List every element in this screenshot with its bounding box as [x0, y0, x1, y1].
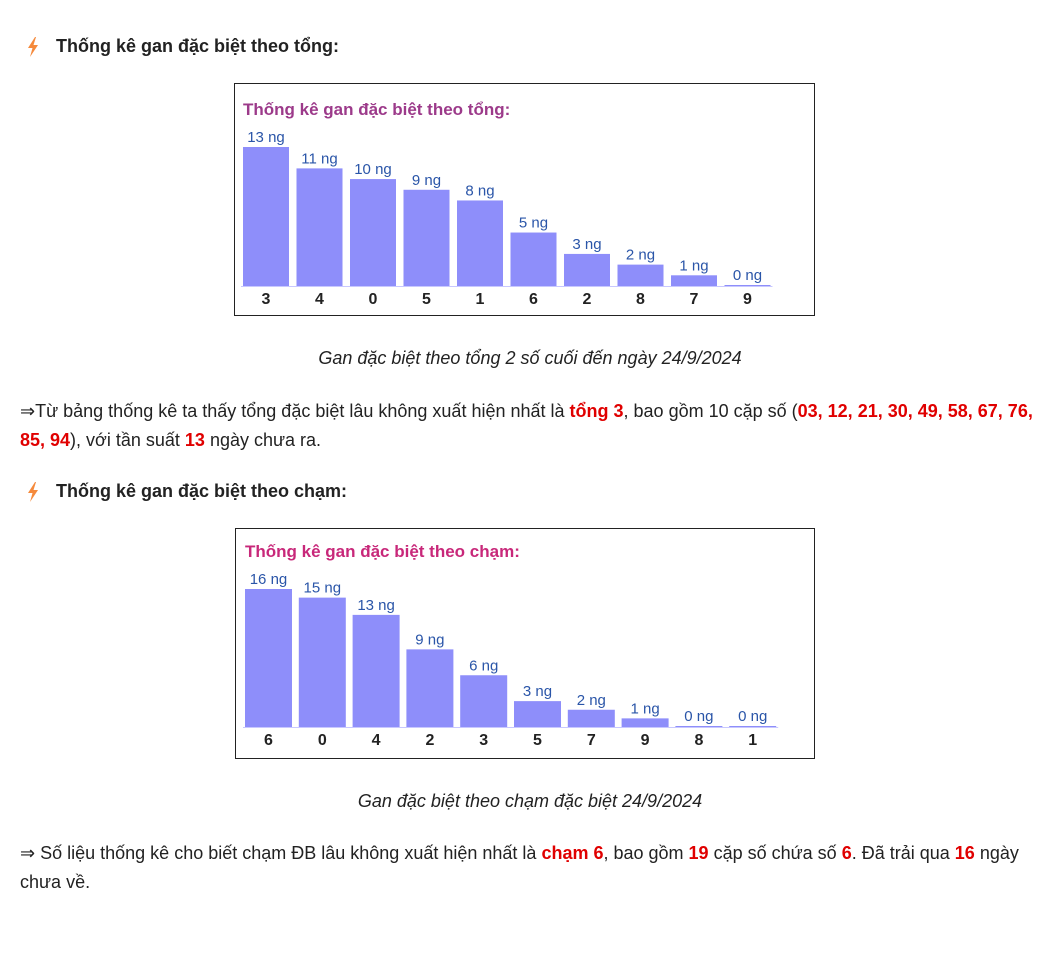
chart2-svg: Thống kê gan đặc biệt theo chạm: 16 ng61… [243, 542, 779, 749]
paragraph-text: ngày chưa ra. [204, 430, 322, 450]
category-label: 3 [262, 291, 271, 308]
bar-0 [298, 597, 346, 727]
category-label: 5 [533, 732, 542, 749]
bar-4 [352, 614, 400, 727]
bar-value-label: 9 ng [412, 172, 441, 189]
bar-7 [671, 275, 717, 286]
bar-7 [567, 709, 615, 727]
chart-gan-theo-tong: Thống kê gan đặc biệt theo tổng: 13 ng 3 1… [234, 83, 815, 316]
category-label: 7 [690, 291, 699, 308]
bar-8 [675, 726, 723, 727]
bar-3 [243, 147, 289, 286]
category-label: 8 [694, 732, 703, 749]
bar-value-label: 9 ng [415, 631, 444, 648]
chart-title: Thống kê gan đặc biệt theo chạm: [245, 542, 520, 561]
bar-1 [729, 726, 777, 727]
paragraph-text: ), với tần suất [70, 430, 185, 450]
category-label: 9 [743, 291, 752, 308]
section-heading-cham: Thống kê gan đặc biệt theo chạm: [26, 481, 347, 502]
paragraph-text: Từ bảng thống kê ta thấy tổng đặc biệt l… [35, 401, 570, 421]
bar-value-label: 1 ng [679, 257, 708, 274]
section-heading-text: Thống kê gan đặc biệt theo tổng: [56, 36, 339, 56]
paragraph-text: Số liệu thống kê cho biết chạm ĐB lâu kh… [35, 843, 542, 863]
bar-value-label: 13 ng [247, 129, 285, 146]
category-label: 2 [583, 291, 592, 308]
bar-5 [403, 189, 450, 286]
bar-value-label: 5 ng [519, 215, 548, 232]
bar-4 [296, 168, 343, 286]
category-label: 8 [636, 291, 645, 308]
bar-9 [724, 285, 771, 286]
bar-value-label: 6 ng [469, 657, 498, 674]
category-label: 9 [641, 732, 650, 749]
bar-value-label: 0 ng [684, 708, 713, 725]
highlight-cham: chạm 6 [541, 843, 604, 863]
category-label: 4 [315, 291, 324, 308]
bar-value-label: 0 ng [738, 708, 767, 725]
chart-title: Thống kê gan đặc biệt theo tổng: [243, 100, 510, 119]
bar-1 [457, 200, 503, 286]
arrow-symbol: ⇒ [20, 401, 36, 421]
paragraph-text: cặp số chứa số [708, 843, 842, 863]
category-label: 7 [587, 732, 596, 749]
category-label: 6 [529, 291, 538, 308]
category-label: 5 [422, 291, 431, 308]
bar-9 [621, 718, 669, 727]
paragraph-text: , bao gồm [603, 843, 689, 863]
section-heading-tong: Thống kê gan đặc biệt theo tổng: [26, 36, 339, 57]
lightning-icon [28, 481, 38, 502]
bar-6 [510, 232, 557, 286]
category-label: 0 [318, 732, 327, 749]
bar-value-label: 3 ng [572, 236, 601, 253]
highlight-days: 16 [954, 843, 975, 863]
category-label: 3 [479, 732, 488, 749]
bar-value-label: 8 ng [465, 182, 494, 199]
highlight-pairs-count: 19 [688, 843, 709, 863]
paragraph-cham: ⇒ Số liệu thống kê cho biết chạm ĐB lâu … [20, 839, 1035, 897]
bar-value-label: 11 ng [301, 150, 337, 167]
bar-value-label: 2 ng [626, 247, 655, 264]
category-label: 1 [476, 291, 485, 308]
paragraph-tong: ⇒Từ bảng thống kê ta thấy tổng đặc biệt … [20, 397, 1035, 455]
chart1-svg: Thống kê gan đặc biệt theo tổng: 13 ng31… [241, 100, 773, 308]
bar-value-label: 3 ng [523, 683, 552, 700]
bar-2 [406, 649, 454, 727]
chart-caption-tong: Gan đặc biệt theo tổng 2 số cuối đến ngà… [318, 348, 742, 368]
bar-2 [564, 253, 610, 286]
chart-caption-cham: Gan đặc biệt theo chạm đặc biệt 24/9/202… [357, 791, 703, 811]
highlight-pairs: 03, 12, 21, 30, 49, 58, 67, 76, 85, 94 [20, 401, 1033, 450]
highlight-digit: 6 [841, 843, 852, 863]
bar-value-label: 2 ng [577, 692, 606, 709]
highlight-tong: tổng 3 [569, 401, 624, 421]
category-label: 1 [748, 732, 757, 749]
category-label: 4 [372, 732, 381, 749]
bar-5 [514, 701, 561, 727]
bar-6 [245, 589, 292, 727]
arrow-symbol: ⇒ [20, 843, 36, 863]
bar-value-label: 16 ng [250, 571, 288, 588]
paragraph-text: , bao gồm 10 cặp số ( [623, 401, 798, 421]
bar-value-label: 13 ng [357, 597, 395, 614]
bar-value-label: 15 ng [304, 580, 342, 597]
bar-0 [350, 179, 396, 286]
highlight-days: 13 [184, 430, 205, 450]
section-heading-text: Thống kê gan đặc biệt theo chạm: [56, 481, 348, 501]
bar-value-label: 1 ng [630, 700, 659, 717]
bar-8 [617, 264, 664, 286]
paragraph-text: . Đã trải qua [851, 843, 955, 863]
bar-value-label: 0 ng [733, 267, 762, 284]
bar-value-label: 10 ng [354, 161, 392, 178]
category-label: 2 [425, 732, 434, 749]
bar-3 [460, 675, 508, 727]
lightning-icon [28, 36, 38, 57]
category-label: 0 [369, 291, 378, 308]
paragraph-text: ngày chưa về. [20, 843, 1019, 892]
category-label: 6 [264, 732, 273, 749]
chart-gan-theo-cham: Thống kê gan đặc biệt theo chạm: 16 ng 6 1… [235, 528, 815, 759]
